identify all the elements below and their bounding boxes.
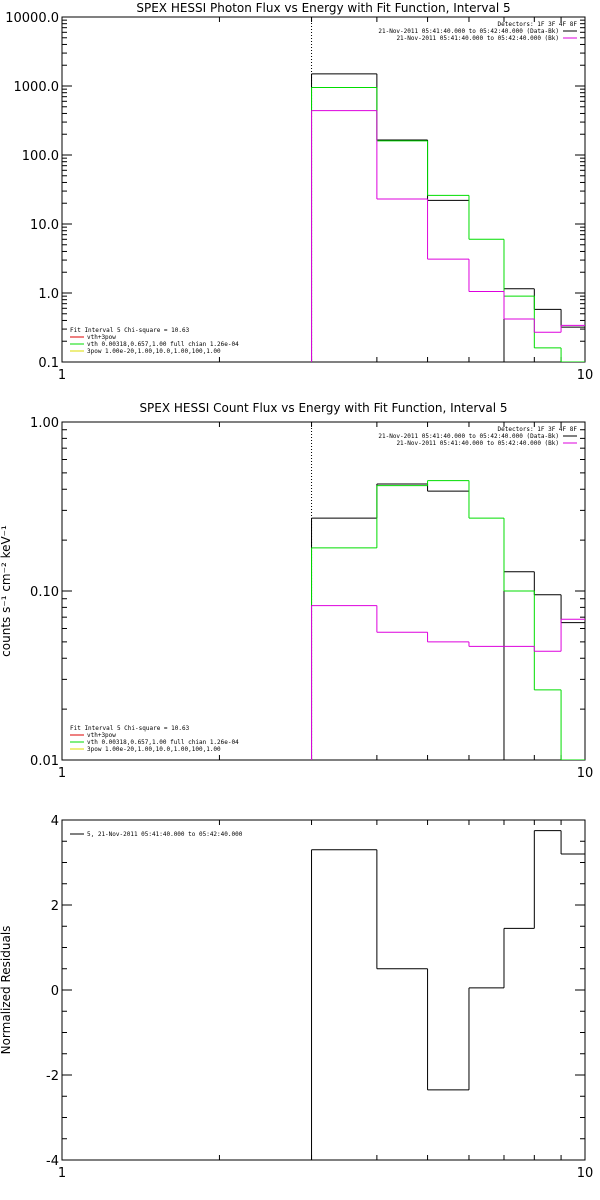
legend-entry: vth 0.00318,0.657,1.00 full chian 1.26e-… (87, 739, 239, 746)
chart-title: SPEX HESSI Photon Flux vs Energy with Fi… (136, 1, 510, 15)
y-tick-label: 1000.0 (14, 80, 60, 95)
x-tick-label: 1 (58, 368, 66, 383)
y-tick-label: 10000.0 (5, 11, 59, 26)
legend-entry: 21-Nov-2011 05:41:40.000 to 05:42:40.000… (378, 433, 559, 440)
legend: 5, 21-Nov-2011 05:41:40.000 to 05:42:40.… (70, 831, 243, 838)
y-tick-label: 0.1 (38, 356, 59, 371)
legend-entry: 21-Nov-2011 05:41:40.000 to 05:42:40.000… (396, 35, 559, 42)
chart-panel-1: SPEX HESSI Photon Flux vs Energy with Fi… (5, 1, 593, 383)
y-tick-label: -2 (46, 1069, 59, 1084)
legend-header: Fit Interval 5 Chi-square = 10.63 (70, 725, 190, 732)
x-tick-label: 10 (577, 368, 594, 383)
legend-entry: 3pow 1.00e-20,1.00,10.0,1.00,100,1.00 (87, 746, 221, 753)
chart-panel-2: SPEX HESSI Count Flux vs Energy with Fit… (0, 401, 593, 781)
legend-entry: vth 0.00318,0.657,1.00 full chian 1.26e-… (87, 341, 239, 348)
series-2 (311, 87, 585, 362)
y-tick-label: 10.0 (30, 218, 59, 233)
y-tick-label: 100.0 (22, 149, 59, 164)
series-3 (311, 110, 585, 362)
plot-frame (61, 16, 586, 363)
chart-panel-3: Normalized Residuals -4 -2 0 2 4 1 10 5, 21-Nov-… (0, 814, 593, 1181)
plot-frame (61, 819, 586, 1161)
series-1 (311, 73, 585, 362)
legend-entry: 3pow 1.00e-20,1.00,10.0,1.00,100,1.00 (87, 348, 221, 355)
y-tick-label: 1.0 (38, 287, 59, 302)
y-tick-label: 0 (51, 984, 59, 999)
legend-header: Detectors: 1F 3F 4F 8F (498, 426, 578, 433)
y-tick-label: 0.10 (30, 585, 59, 600)
x-tick-label: 10 (577, 1166, 594, 1181)
legend-entry: vth+3pow (87, 334, 116, 341)
x-tick-label: 1 (58, 766, 66, 781)
y-tick-label: -4 (46, 1154, 59, 1169)
legend-header: Detectors: 1F 3F 4F 8F (498, 21, 578, 28)
series-2 (311, 480, 585, 760)
legend-entry: 5, 21-Nov-2011 05:41:40.000 to 05:42:40.… (87, 831, 243, 838)
y-tick-label: 0.01 (30, 754, 59, 769)
series-1 (311, 830, 585, 1160)
y-tick-label: 1.00 (30, 416, 59, 431)
y-axis-label: Normalized Residuals (0, 926, 13, 1055)
series-3 (311, 605, 585, 760)
y-axis-label: counts s⁻¹ cm⁻² keV⁻¹ (0, 525, 13, 657)
y-tick-label: 2 (51, 899, 59, 914)
legend-entry: 21-Nov-2011 05:41:40.000 to 05:42:40.000… (378, 28, 559, 35)
y-tick-label: 4 (51, 814, 59, 829)
series-1 (311, 483, 585, 760)
x-tick-label: 1 (58, 1166, 66, 1181)
legend-header: Fit Interval 5 Chi-square = 10.63 (70, 327, 190, 334)
x-tick-label: 10 (577, 766, 594, 781)
chart-title: SPEX HESSI Count Flux vs Energy with Fit… (139, 401, 507, 415)
legend-entry: vth+3pow (87, 732, 116, 739)
legend-entry: 21-Nov-2011 05:41:40.000 to 05:42:40.000… (396, 440, 559, 447)
